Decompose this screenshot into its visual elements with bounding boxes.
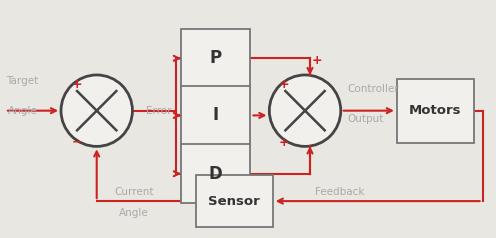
Text: +: +: [279, 78, 290, 91]
FancyBboxPatch shape: [181, 86, 250, 145]
Text: +: +: [311, 54, 322, 67]
FancyBboxPatch shape: [181, 144, 250, 203]
Text: D: D: [209, 165, 223, 183]
Text: +: +: [279, 136, 290, 149]
Text: Sensor: Sensor: [208, 195, 260, 208]
Text: Motors: Motors: [409, 104, 461, 117]
Text: +: +: [71, 78, 82, 91]
Ellipse shape: [269, 75, 341, 146]
Text: Feedback: Feedback: [315, 187, 365, 197]
Text: Error: Error: [146, 106, 172, 116]
Text: I: I: [213, 106, 219, 124]
FancyBboxPatch shape: [181, 29, 250, 88]
Text: P: P: [210, 49, 222, 67]
Text: −: −: [71, 135, 82, 148]
Text: Angle: Angle: [119, 208, 149, 218]
Text: Controller: Controller: [347, 84, 399, 94]
Ellipse shape: [61, 75, 132, 146]
Text: Output: Output: [347, 114, 383, 124]
Text: Current: Current: [114, 187, 154, 197]
FancyBboxPatch shape: [196, 175, 273, 227]
Text: Target: Target: [6, 76, 39, 86]
Text: Angle: Angle: [7, 106, 37, 116]
FancyBboxPatch shape: [397, 79, 474, 143]
